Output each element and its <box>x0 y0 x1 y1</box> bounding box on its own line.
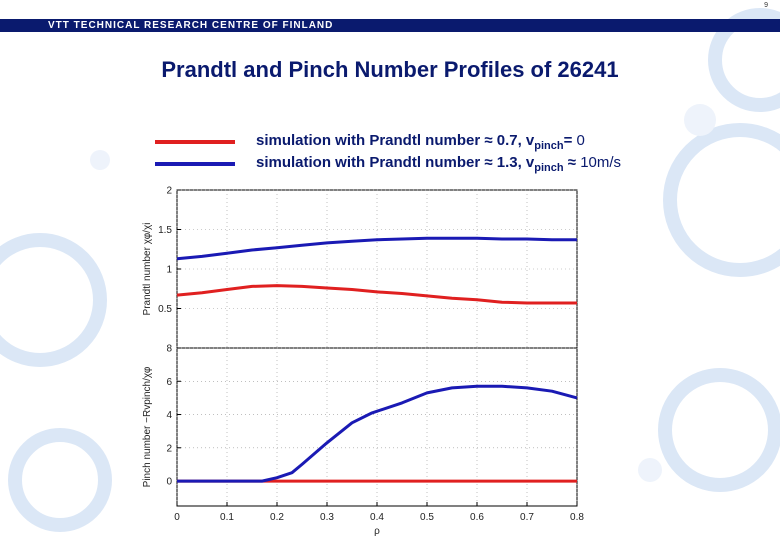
header-bar: VTT TECHNICAL RESEARCH CENTRE OF FINLAND <box>0 19 780 32</box>
x-tick-label: 0.8 <box>570 512 584 523</box>
legend-swatch-red <box>155 140 235 144</box>
y-tick-label: 4 <box>166 410 172 421</box>
x-tick-label: 0.3 <box>320 512 334 523</box>
legend-label-blue-text: simulation with Prandtl number ≈ 1.3, v <box>256 154 535 171</box>
legend-label-red-sub: pinch <box>534 140 564 152</box>
x-tick-label: 0.2 <box>270 512 284 523</box>
y-tick-label: 1 <box>166 265 172 276</box>
y-tick-label: 6 <box>166 377 172 388</box>
series-line-red-1 <box>176 284 577 305</box>
slide-title: Prandtl and Pinch Number Profiles of 262… <box>161 57 619 82</box>
legend-entry-red: simulation with Prandtl number ≈ 0.7, vp… <box>155 132 715 152</box>
organization-name: VTT TECHNICAL RESEARCH CENTRE OF FINLAND <box>48 20 334 31</box>
legend-label-blue-eq: ≈ <box>563 154 577 171</box>
y-tick-label: 0 <box>166 477 172 488</box>
x-axis-label: ρ <box>374 526 380 537</box>
legend-label-red-eq: = <box>563 132 573 149</box>
y-axis-label-1: Prandtl number χφ/χi <box>142 223 153 316</box>
legend-entry-blue: simulation with Prandtl number ≈ 1.3, vp… <box>155 154 715 174</box>
series-line-blue-2 <box>177 384 578 483</box>
page-number: 9 <box>764 2 768 9</box>
y-tick-label: 0.5 <box>158 304 172 315</box>
y-axis-label-2: Pinch number −Rvpinch/χφ <box>142 366 153 487</box>
legend-label-red-value: 0 <box>572 132 585 149</box>
legend-label-red: simulation with Prandtl number ≈ 0.7, vp… <box>256 132 585 152</box>
series-line-blue-1 <box>176 236 577 261</box>
x-tick-label: 0 <box>174 512 180 523</box>
legend-label-red-text: simulation with Prandtl number ≈ 0.7, v <box>256 132 535 149</box>
y-tick-label: 2 <box>166 186 172 197</box>
y-tick-label: 2 <box>166 443 172 454</box>
legend-swatch-blue <box>155 162 235 166</box>
x-tick-label: 0.5 <box>420 512 434 523</box>
legend-label-blue-value: 10m/s <box>576 154 622 171</box>
y-tick-label: 1.5 <box>158 225 172 236</box>
x-tick-label: 0.4 <box>370 512 384 523</box>
legend-label-blue-sub: pinch <box>534 162 564 174</box>
x-tick-label: 0.6 <box>470 512 484 523</box>
x-tick-label: 0.7 <box>520 512 534 523</box>
y-tick-label: 8 <box>166 344 172 355</box>
x-tick-label: 0.1 <box>220 512 234 523</box>
legend-label-blue: simulation with Prandtl number ≈ 1.3, vp… <box>256 154 621 174</box>
